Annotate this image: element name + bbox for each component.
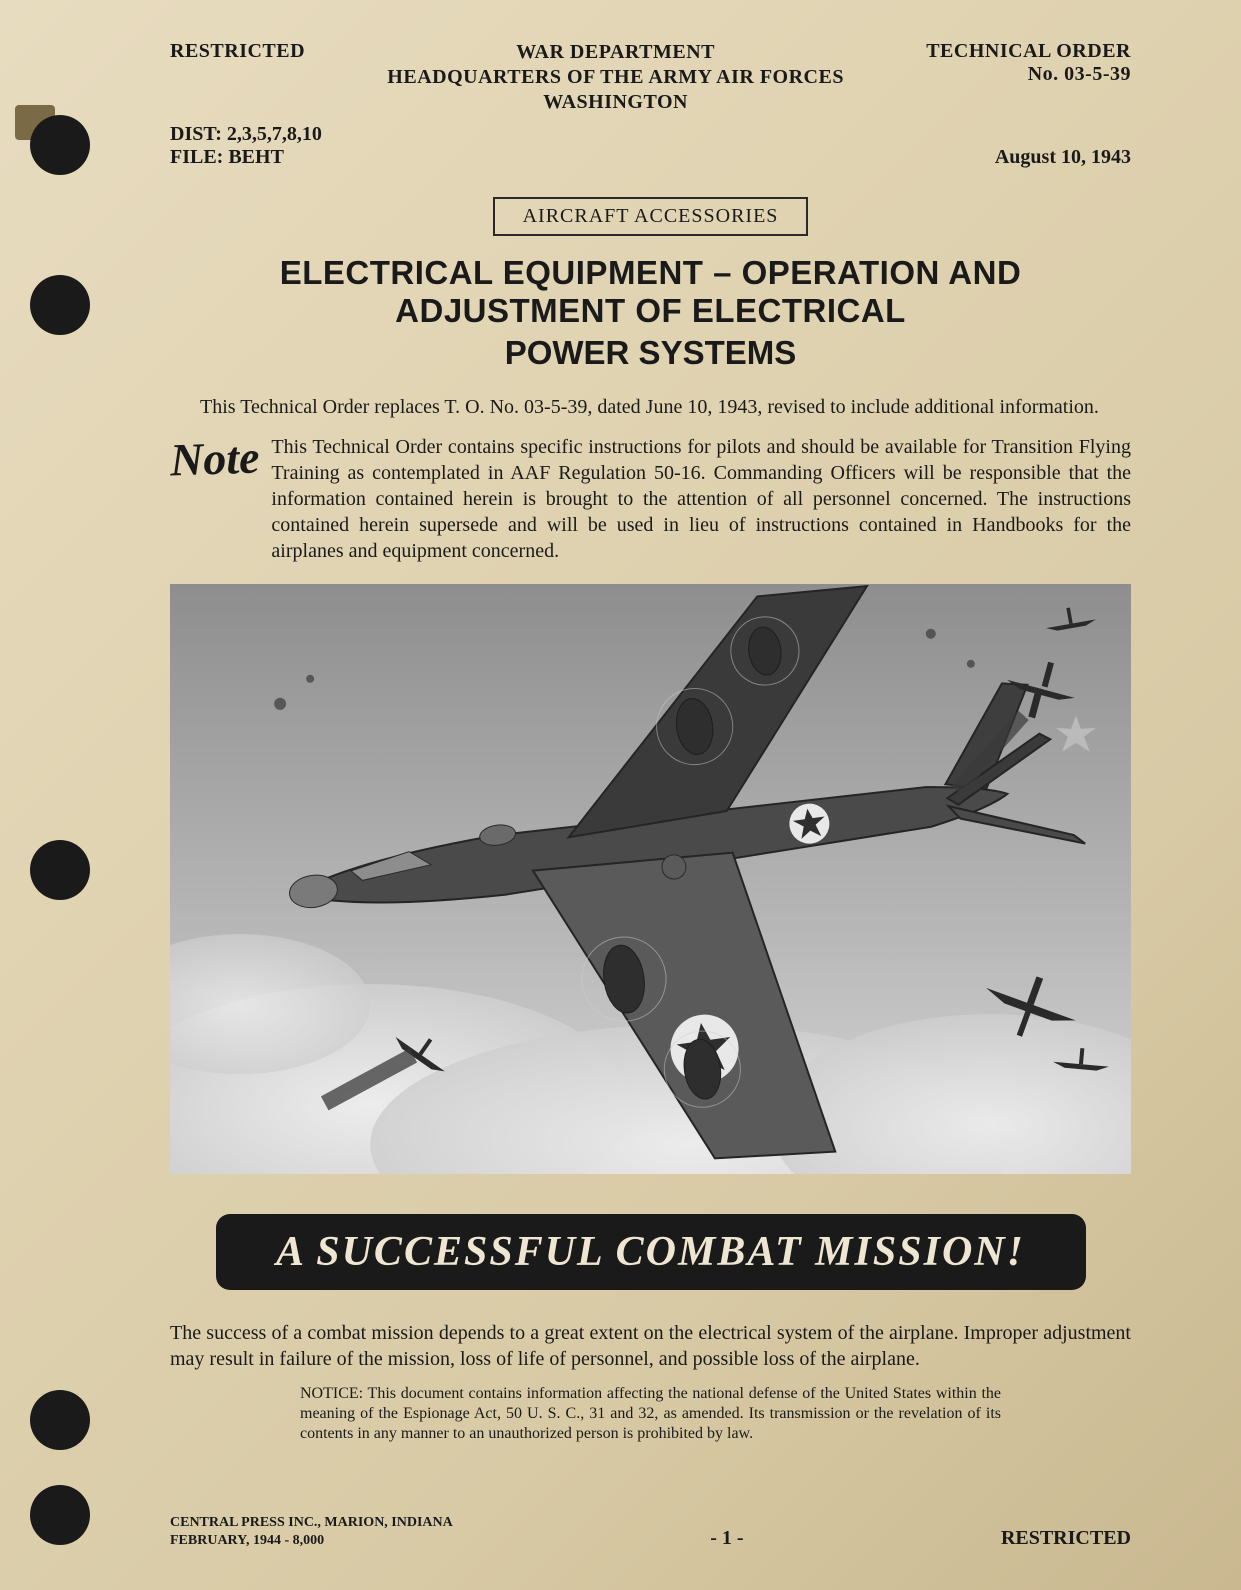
dist-line: DIST: 2,3,5,7,8,10 — [170, 123, 322, 146]
hole-punch — [30, 275, 90, 335]
department-block: WAR DEPARTMENT HEADQUARTERS OF THE ARMY … — [387, 40, 844, 115]
note-text: This Technical Order contains specific i… — [271, 434, 1131, 564]
intro-paragraph: This Technical Order replaces T. O. No. … — [170, 394, 1131, 420]
mission-banner: A SUCCESSFUL COMBAT MISSION! — [216, 1214, 1086, 1290]
file-value: BEHT — [228, 146, 284, 168]
page-footer: CENTRAL PRESS INC., MARION, INDIANA FEBR… — [170, 1514, 1131, 1550]
hole-punch — [30, 1485, 90, 1545]
tech-order-no: No. 03-5-39 — [926, 63, 1131, 86]
hole-punch — [30, 115, 90, 175]
classification-bottom: RESTRICTED — [1001, 1527, 1131, 1550]
dept-line: HEADQUARTERS OF THE ARMY AIR FORCES — [387, 65, 844, 90]
document-title-line2: POWER SYSTEMS — [170, 334, 1131, 372]
dist-file-block: DIST: 2,3,5,7,8,10 FILE: BEHT — [170, 123, 322, 169]
printer-line: CENTRAL PRESS INC., MARION, INDIANA — [170, 1514, 453, 1532]
category-box: AIRCRAFT ACCESSORIES — [493, 197, 809, 236]
combat-illustration — [170, 584, 1131, 1174]
tech-order-label: TECHNICAL ORDER — [926, 40, 1131, 63]
espionage-notice: NOTICE: This document contains informati… — [300, 1384, 1001, 1444]
classification-top: RESTRICTED — [170, 40, 305, 115]
hole-punch — [30, 1390, 90, 1450]
dist-label: DIST: — [170, 123, 222, 145]
body-paragraph: The success of a combat mission depends … — [170, 1320, 1131, 1372]
document-title-line1: ELECTRICAL EQUIPMENT – OPERATION AND ADJ… — [170, 254, 1131, 330]
header-row-2: DIST: 2,3,5,7,8,10 FILE: BEHT August 10,… — [170, 123, 1131, 169]
dist-value: 2,3,5,7,8,10 — [227, 123, 322, 145]
note-block: Note This Technical Order contains speci… — [170, 434, 1131, 564]
file-label: FILE: — [170, 146, 223, 168]
dept-line: WASHINGTON — [387, 90, 844, 115]
header-row-1: RESTRICTED WAR DEPARTMENT HEADQUARTERS O… — [170, 40, 1131, 115]
note-label: Note — [169, 432, 260, 483]
dept-line: WAR DEPARTMENT — [387, 40, 844, 65]
header-date: August 10, 1943 — [995, 146, 1131, 169]
page-number: - 1 - — [710, 1527, 743, 1550]
printer-line: FEBRUARY, 1944 - 8,000 — [170, 1532, 453, 1550]
hole-punch — [30, 840, 90, 900]
tech-order-block: TECHNICAL ORDER No. 03-5-39 — [926, 40, 1131, 115]
printer-block: CENTRAL PRESS INC., MARION, INDIANA FEBR… — [170, 1514, 453, 1550]
file-line: FILE: BEHT — [170, 146, 322, 169]
page: RESTRICTED WAR DEPARTMENT HEADQUARTERS O… — [0, 0, 1241, 1590]
